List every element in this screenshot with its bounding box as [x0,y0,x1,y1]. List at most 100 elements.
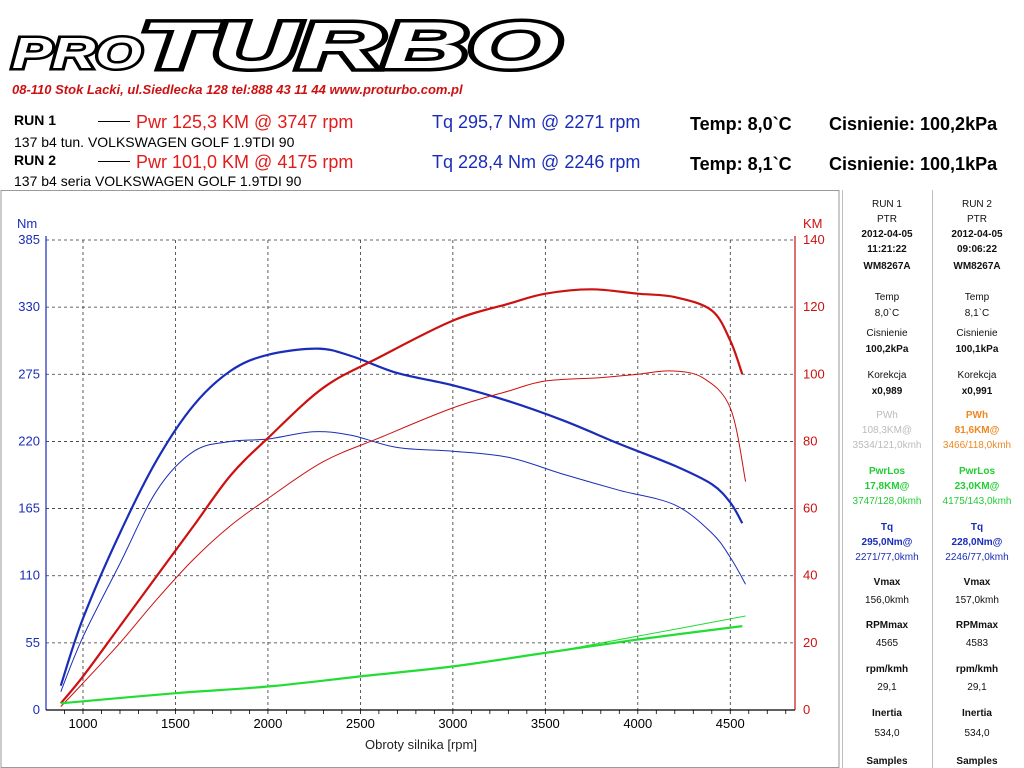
right-tick-label: 80 [803,433,817,448]
panel-tq-value: 228,0Nm@ [951,537,1003,548]
left-axis-title: Nm [17,216,37,231]
panel-tq-value: 295,0Nm@ [861,537,913,548]
losses-run1-line [60,625,743,705]
left-tick-label: 220 [18,433,40,448]
series-layer [59,288,747,707]
run-1-car: 137 b4 tun. VOLKSWAGEN GOLF 1.9TDI 90 [14,134,295,150]
left-tick-label: 330 [18,299,40,314]
panel-pwh-value: 108,3KM@ [861,425,913,436]
panel-pwrlos-label: PwrLos [958,466,996,477]
panel-pwrlos-detail: 3747/128,0kmh [852,496,922,507]
panel-rpmmax-label: RPMmax [955,620,999,631]
run-2-label: RUN 2 [14,152,57,168]
power-run1-line [59,288,744,704]
right-tick-label: 0 [803,702,810,717]
panel-pwh-value: 81,6KM@ [954,425,1000,436]
run-2-stats-panel: RUN 2 PTR 2012-04-05 09:06:22 WM8267A Te… [933,192,1021,768]
x-tick-label: 1500 [161,716,190,731]
panel-pwh-label: PWh [965,410,989,421]
panel-vmax: 157,0kmh [955,595,999,606]
x-tick-label: 4500 [716,716,745,731]
panel-corr: x0,989 [871,386,903,397]
x-tick-label: 3000 [438,716,467,731]
panel-pwrlos-value: 23,0KM@ [954,481,1000,492]
panel-samples-label: Samples [956,756,998,767]
panel-temp-label: Temp [874,292,900,303]
right-tick-label: 20 [803,635,817,650]
run-2-temp: Temp: 8,1`C [690,154,792,174]
left-tick-label: 55 [26,635,40,650]
grid-layer [46,239,795,710]
company-address: 08-110 Stok Lacki, ul.Siedlecka 128 tel:… [12,82,463,97]
run-2-power: Pwr 101,0 KM @ 4175 rpm [136,152,354,172]
panel-date: 2012-04-05 [951,229,1003,240]
panel-rpmmax: 4565 [875,638,899,649]
logo-turbo-text: TURBO [140,8,560,82]
losses-run2-line [60,615,746,704]
panel-pwh-detail: 3534/121,0kmh [852,440,922,451]
panel-rpmkmh: 29,1 [877,682,897,693]
panel-tq-label: Tq [880,522,894,533]
panel-inertia: 534,0 [874,728,900,739]
panel-run-title: RUN 2 [961,199,992,210]
proturbo-logo: PRO TURBO [10,5,564,83]
panel-run-title: RUN 1 [871,199,902,210]
left-tick-label: 385 [18,232,40,247]
panel-id: WM8267A [863,261,911,272]
panel-pres-label: Cisnienie [956,328,998,339]
left-tick-label: 0 [33,702,40,717]
panel-tq-detail: 2271/77,0kmh [855,552,919,563]
panel-temp: 8,0`C [874,308,900,319]
panel-temp-label: Temp [964,292,990,303]
panel-date: 2012-04-05 [861,229,913,240]
chart-frame [0,190,840,768]
panel-pres-label: Cisnienie [866,328,908,339]
x-tick-label: 2000 [253,716,282,731]
axis-layer: 0 55 110 165 220 275 330 385 0 20 40 60 80 100 120 140 1… [18,232,824,731]
run-1-temp: Temp: 8,0`C [690,114,792,134]
x-tick-label: 3500 [531,716,560,731]
x-axis-title: Obroty silnika [rpm] [365,737,477,752]
run-1-power: Pwr 125,3 KM @ 3747 rpm [136,112,354,132]
panel-pwh-detail: 3466/118,0kmh [942,440,1012,451]
right-tick-label: 120 [803,299,825,314]
left-tick-label: 165 [18,501,40,516]
panel-ptr: PTR [877,214,897,225]
panel-pwh-label: PWh [876,410,898,421]
panel-corr-label: Korekcja [867,370,907,381]
run-2-torque: Tq 228,4 Nm @ 2246 rpm [432,152,641,172]
panel-pres: 100,2kPa [865,344,909,355]
dyno-chart: Nm KM Obroty silnika [rpm] 0 55 110 165 220 2… [0,190,840,768]
left-tick-label: 275 [18,366,40,381]
left-tick-label: 110 [19,568,40,583]
panel-time: 11:21:22 [867,244,907,255]
panel-divider-left [842,190,843,768]
torque-run2-line [60,431,747,692]
x-tick-label: 2500 [346,716,375,731]
panel-inertia: 534,0 [964,728,990,739]
run-1-label: RUN 1 [14,112,57,128]
panel-pwrlos-value: 17,8KM@ [864,481,910,492]
panel-corr: x0,991 [961,386,993,397]
panel-time: 09:06:22 [956,244,998,255]
logo-pro-text: PRO [12,29,142,78]
panel-ptr: PTR [967,214,987,225]
right-tick-label: 100 [803,366,825,381]
panel-pwrlos-detail: 4175/143,0kmh [942,496,1012,507]
panel-divider-mid [932,190,933,768]
run-1-line-sample [98,121,130,122]
power-run2-line [60,370,747,707]
panel-rpmmax-label: RPMmax [865,620,909,631]
panel-rpmkmh-label: rpm/kmh [955,664,999,675]
panel-vmax-label: Vmax [963,577,991,588]
panel-pres: 100,1kPa [955,344,999,355]
panel-rpmkmh: 29,1 [967,682,987,693]
panel-rpmmax: 4583 [965,638,989,649]
panel-inertia-label: Inertia [961,708,992,719]
run-2-line-sample [98,161,130,162]
x-tick-label: 1000 [69,716,98,731]
torque-run1-line [59,347,744,686]
run-2-car: 137 b4 seria VOLKSWAGEN GOLF 1.9TDI 90 [14,173,302,189]
panel-corr-label: Korekcja [957,370,997,381]
panel-tq-label: Tq [970,522,984,533]
